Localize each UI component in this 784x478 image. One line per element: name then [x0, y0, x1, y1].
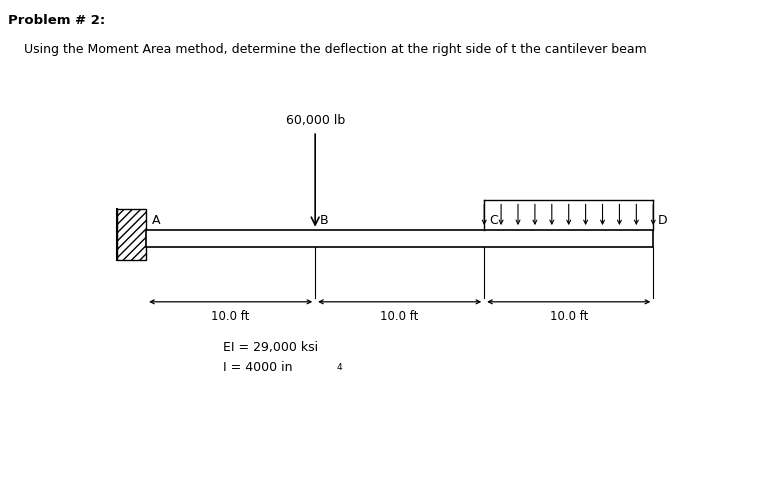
Text: D: D — [658, 214, 667, 227]
Text: C: C — [488, 214, 498, 227]
Bar — [117, 208, 146, 260]
Text: 4: 4 — [336, 362, 343, 371]
Text: Using the Moment Area method, determine the deflection at the right side of t th: Using the Moment Area method, determine … — [8, 43, 647, 56]
Text: A: A — [151, 214, 160, 227]
Text: 10.0 ft: 10.0 ft — [380, 310, 419, 323]
Text: 60,000 lb: 60,000 lb — [285, 114, 345, 127]
Text: 10.0 ft: 10.0 ft — [550, 310, 588, 323]
Text: 10.0 ft: 10.0 ft — [212, 310, 250, 323]
Bar — [146, 229, 653, 247]
Text: B: B — [320, 214, 328, 227]
Text: EI = 29,000 ksi: EI = 29,000 ksi — [223, 341, 318, 355]
Text: I = 4000 in: I = 4000 in — [223, 361, 292, 374]
Text: Problem # 2:: Problem # 2: — [8, 14, 105, 27]
